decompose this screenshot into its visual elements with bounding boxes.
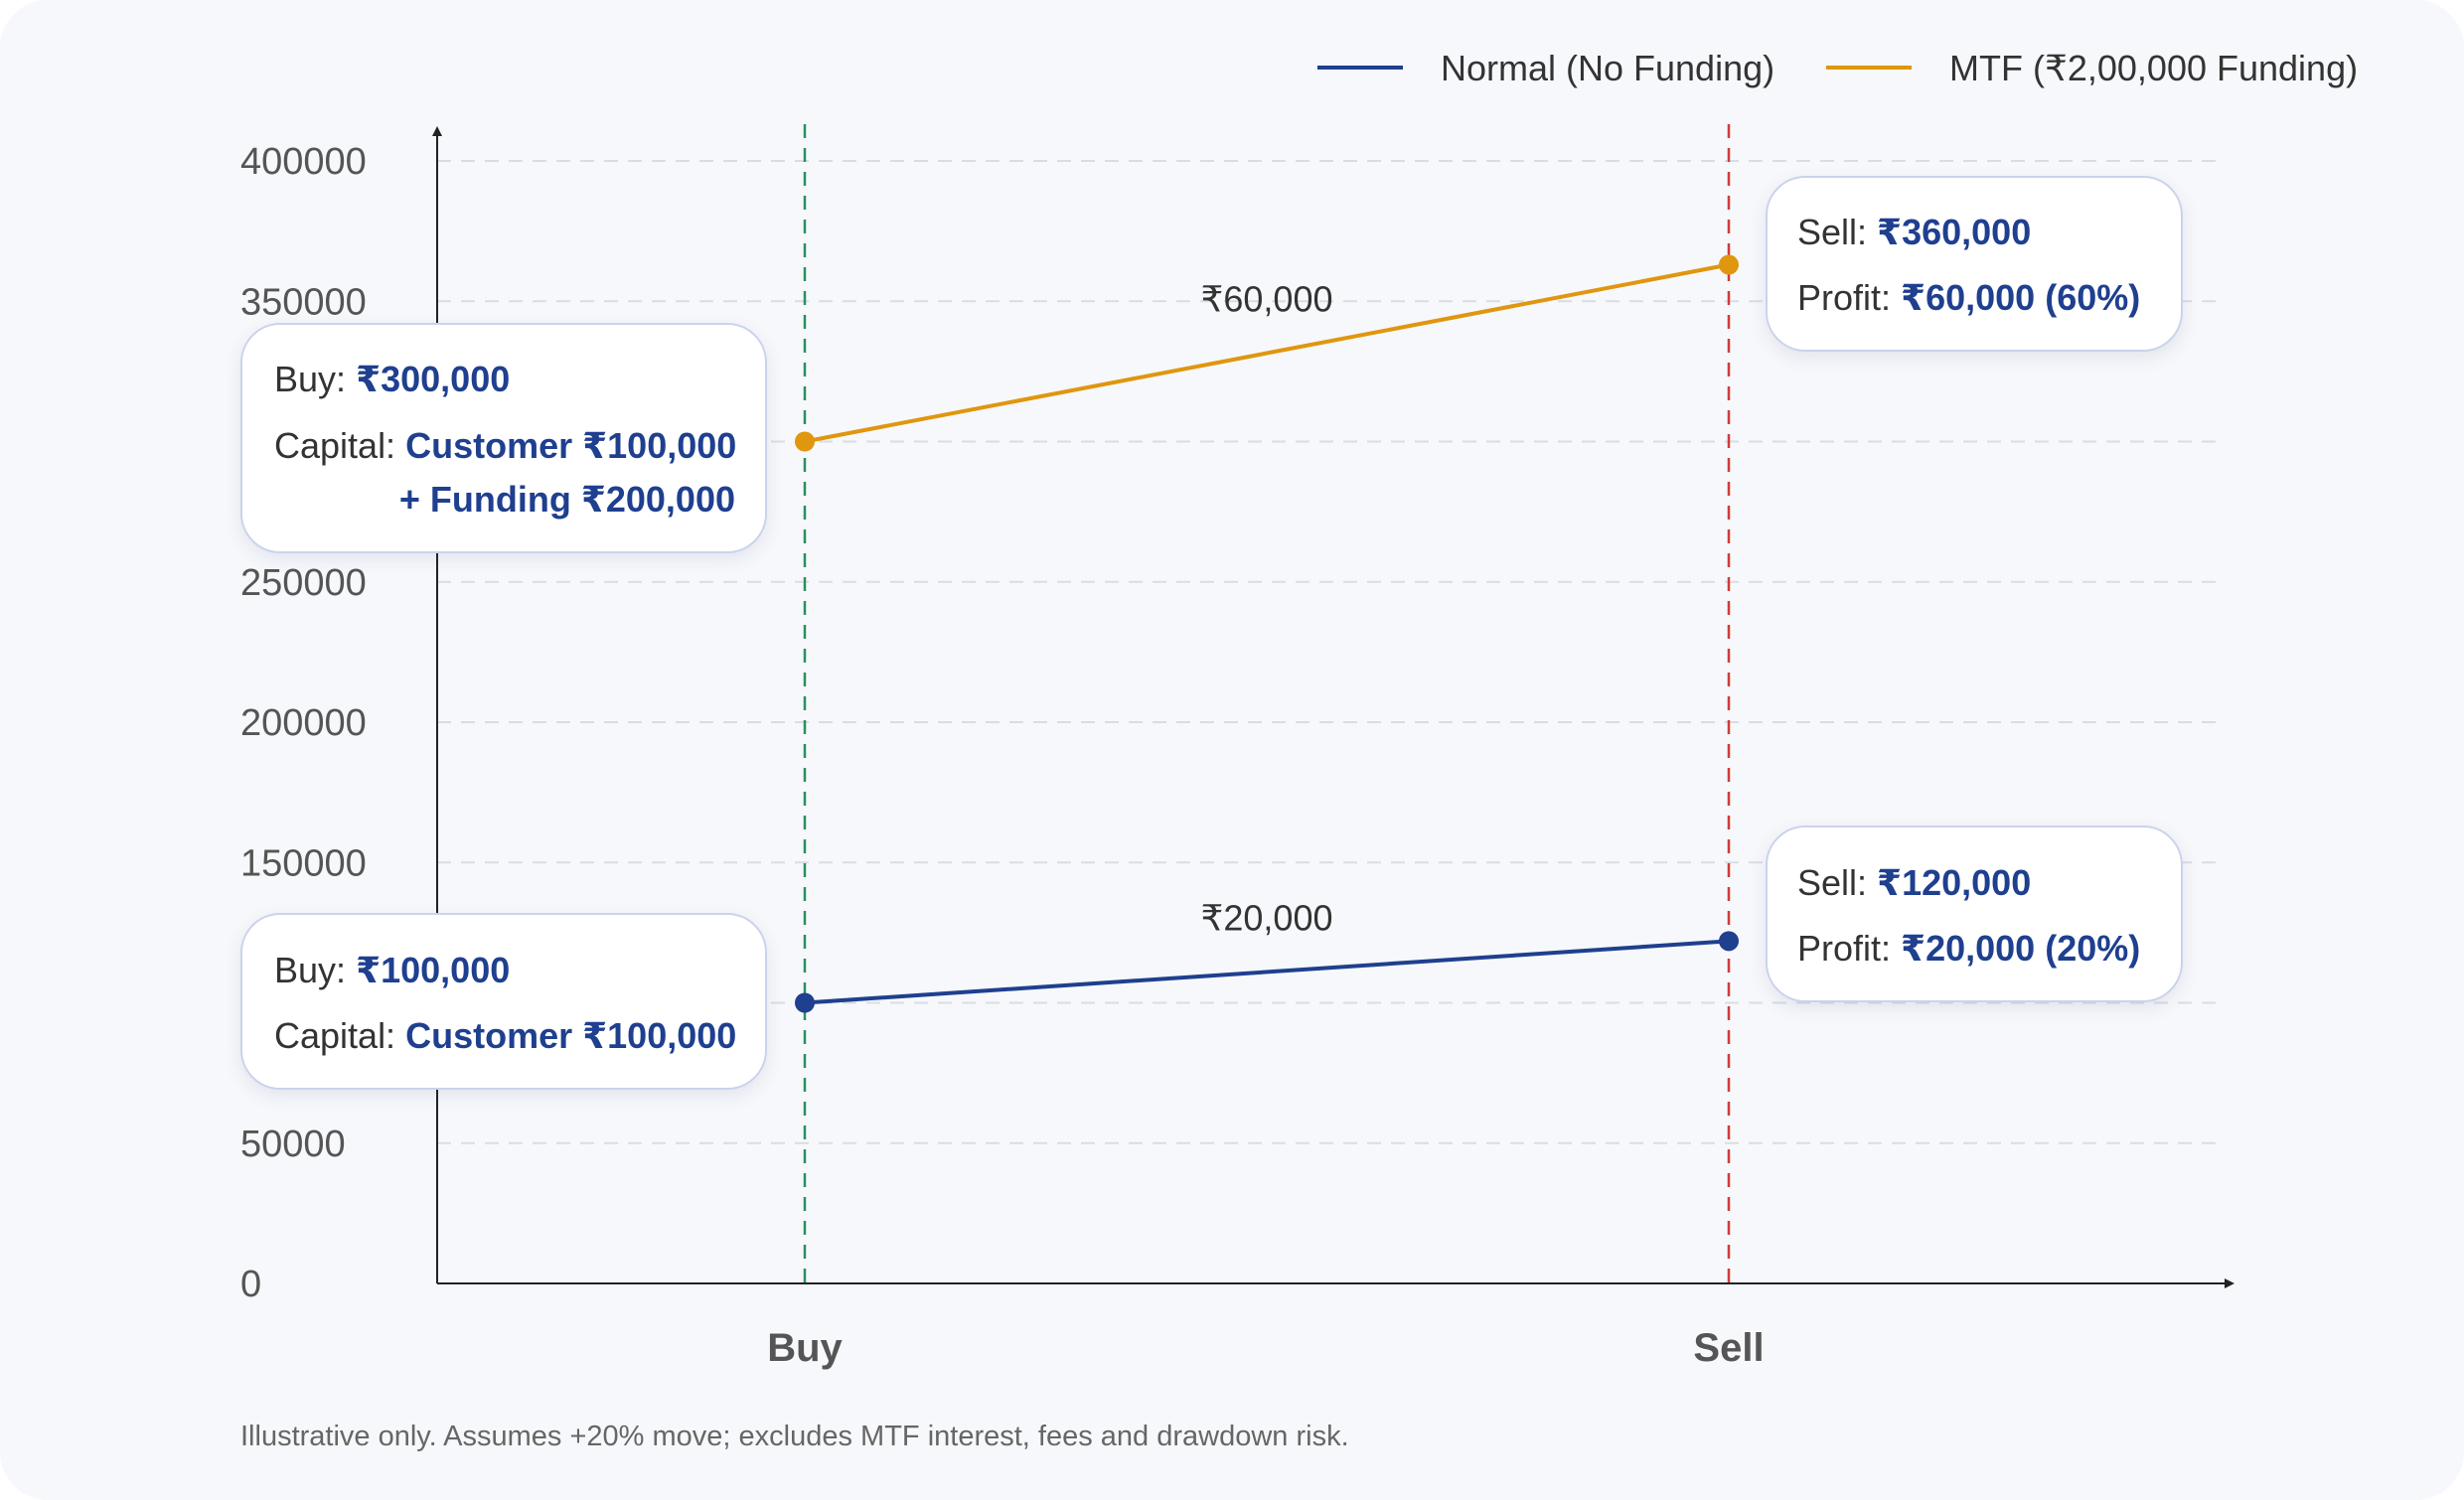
normal-buy-callout: Buy: ₹100,000 Capital: Customer ₹100,000 <box>240 913 767 1090</box>
mtf-buy-callout: Buy: ₹300,000 Capital: Customer ₹100,000… <box>240 323 767 553</box>
data-point <box>795 992 815 1013</box>
normal-capital-value: Customer ₹100,000 <box>405 1015 737 1056</box>
mtf-capital-funding: + Funding ₹200,000 <box>398 479 735 520</box>
normal-buy-label: Buy: <box>274 950 347 990</box>
series-line <box>804 939 1730 1005</box>
change-label: ₹60,000 <box>1200 279 1332 320</box>
mtf-sell-label: Sell: <box>1797 212 1868 252</box>
mtf-buy-value: ₹300,000 <box>356 359 511 399</box>
footnote: Illustrative only. Assumes +20% move; ex… <box>240 1421 1349 1452</box>
mtf-buy-label: Buy: <box>274 359 347 399</box>
y-tick-label: 400000 <box>240 141 367 183</box>
mtf-capital-label: Capital: <box>274 425 396 466</box>
y-tick-label: 350000 <box>240 281 367 323</box>
series-line <box>804 262 1730 444</box>
data-point <box>1719 931 1739 952</box>
data-point <box>1719 254 1739 275</box>
mtf-sell-callout: Sell: ₹360,000 Profit: ₹60,000 (60%) <box>1766 176 2183 352</box>
y-tick-label: 50000 <box>240 1124 346 1165</box>
x-tick-label: Buy <box>767 1326 843 1370</box>
normal-capital-label: Capital: <box>274 1015 396 1056</box>
y-tick-label: 150000 <box>240 842 367 884</box>
mtf-capital-customer: Customer ₹100,000 <box>405 425 737 466</box>
normal-buy-value: ₹100,000 <box>356 950 511 990</box>
legend-label: MTF (₹2,00,000 Funding) <box>1949 48 2358 88</box>
y-tick-label: 0 <box>240 1264 261 1305</box>
normal-profit-value: ₹20,000 (20%) <box>1901 928 2141 969</box>
legend-label: Normal (No Funding) <box>1441 48 1774 88</box>
x-tick-label: Sell <box>1693 1326 1764 1370</box>
mtf-sell-value: ₹360,000 <box>1877 212 2032 252</box>
y-tick-label: 200000 <box>240 702 367 744</box>
mtf-profit-value: ₹60,000 (60%) <box>1901 277 2141 318</box>
mtf-profit-label: Profit: <box>1797 277 1892 318</box>
normal-sell-callout: Sell: ₹120,000 Profit: ₹20,000 (20%) <box>1766 825 2183 1002</box>
normal-sell-label: Sell: <box>1797 862 1868 903</box>
normal-profit-label: Profit: <box>1797 928 1892 969</box>
y-tick-label: 250000 <box>240 562 367 604</box>
change-label: ₹20,000 <box>1200 897 1332 938</box>
normal-sell-value: ₹120,000 <box>1877 862 2032 903</box>
data-point <box>795 431 815 452</box>
